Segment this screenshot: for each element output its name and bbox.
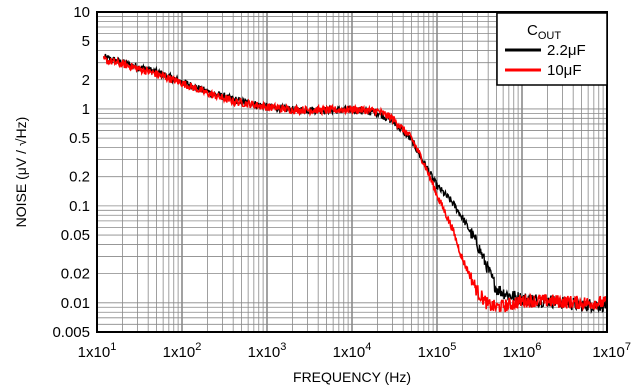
- series-line: [103, 53, 608, 315]
- y-axis-title: NOISE (μV / √Hz): [13, 117, 29, 228]
- y-tick-label: 5: [82, 33, 90, 50]
- legend-title-main: C: [527, 22, 538, 39]
- y-tick-labels: 10 5 2 1 0.5 0.2 0.1 0.05 0.02 0.01 0.005: [52, 4, 90, 341]
- x-tick-label: 1x107: [592, 341, 631, 361]
- legend-label: 2.2μF: [547, 42, 586, 59]
- x-tick-labels: 1x101 1x102 1x103 1x104 1x105 1x106 1x107: [78, 341, 631, 361]
- legend-title-sub: OUT: [538, 30, 562, 42]
- legend-title: COUT: [527, 22, 561, 42]
- legend-label: 10μF: [547, 62, 582, 79]
- x-axis-title: FREQUENCY (Hz): [293, 369, 411, 385]
- legend: COUT 2.2μF 10μF: [496, 12, 608, 86]
- y-tick-label: 0.005: [52, 324, 90, 341]
- x-tick-label: 1x106: [503, 341, 542, 361]
- y-tick-label: 0.2: [69, 169, 90, 186]
- y-tick-label: 1: [82, 101, 90, 118]
- grid: [96, 12, 607, 332]
- x-tick-label: 1x101: [78, 341, 117, 361]
- y-tick-label: 2: [82, 72, 90, 89]
- series-line: [102, 54, 608, 313]
- y-tick-label: 0.01: [61, 295, 90, 312]
- legend-entries: 2.2μF 10μF: [505, 42, 586, 79]
- y-tick-label: 0.05: [61, 227, 90, 244]
- y-tick-label: 0.02: [61, 266, 90, 283]
- y-tick-label: 10: [73, 4, 90, 21]
- y-tick-label: 0.1: [69, 198, 90, 215]
- series-layer: [102, 53, 608, 315]
- x-tick-label: 1x105: [418, 341, 457, 361]
- x-tick-label: 1x103: [248, 341, 287, 361]
- plot-frame: [96, 11, 608, 333]
- y-tick-label: 0.5: [69, 130, 90, 147]
- x-tick-label: 1x104: [333, 341, 372, 361]
- x-tick-label: 1x102: [163, 341, 202, 361]
